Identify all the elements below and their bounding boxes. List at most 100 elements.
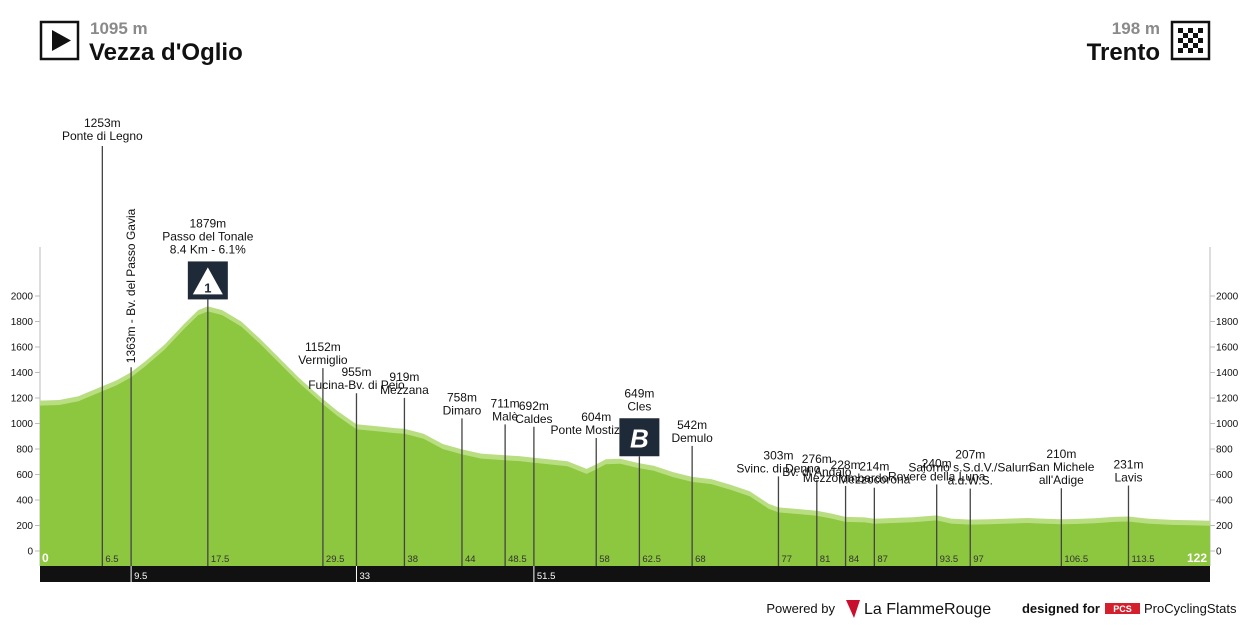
y-tick-label-right: 1200 [1216,394,1239,405]
waypoint-name: all'Adige [1039,473,1084,487]
waypoint-altitude: 1152m [305,340,341,354]
waypoint-altitude: 1253m [84,116,121,130]
waypoint-altitude: 542m [677,418,707,432]
waypoint-km-label: 29.5 [326,554,345,565]
distance-band [40,566,1210,582]
waypoint-altitude: 231m [1113,458,1143,472]
waypoint-altitude: 210m [1046,447,1076,461]
checkered-square [1188,38,1193,43]
pcs-logo: PCS [1113,604,1132,614]
y-tick-label-right: 0 [1216,547,1222,558]
y-tick-label-right: 1400 [1216,368,1239,379]
checkered-square [1178,48,1183,53]
checkered-square [1188,48,1193,53]
waypoint-km-label: 68 [695,554,706,565]
waypoint-name: Demulo [671,431,713,445]
waypoint-name: 8.4 Km - 6.1% [170,242,246,256]
checkered-flag-icon [1170,20,1211,61]
waypoint-altitude: 276m [802,452,832,466]
climb-category: 1 [204,280,211,295]
waypoint-km-band-label: 33 [359,571,370,582]
waypoint-km-label: 48.5 [508,554,526,565]
start-header: 1095 m Vezza d'Oglio [39,19,243,66]
waypoint-name: Svinc. di Denno [736,461,820,475]
y-tick-label-left: 400 [16,496,33,507]
footer: Powered by La FlammeRouge designed for P… [766,600,1237,618]
checkered-square [1178,28,1183,33]
waypoint-altitude: 692m [519,399,549,413]
y-tick-label-right: 600 [1216,470,1233,481]
waypoint-name: a.d.W.S. [948,474,993,488]
checkered-square [1183,33,1188,38]
y-tick-label-left: 600 [16,470,33,481]
waypoint-name: Vermiglio [298,353,348,367]
y-tick-label-right: 200 [1216,521,1233,532]
waypoint-km-label: 87 [877,554,888,565]
waypoint-km-label: 97 [973,554,984,565]
checkered-square [1193,43,1198,48]
checkered-square [1198,48,1203,53]
waypoint-altitude: 711m [491,396,520,410]
waypoint-name: Caldes [515,412,552,426]
play-icon [52,30,71,51]
y-tick-label-left: 1200 [11,394,34,405]
waypoint-name: Lavis [1114,471,1142,485]
waypoint-name: Mezzocorona [838,473,910,487]
waypoint-name: Ponte Mostizzolo [551,423,643,437]
y-tick-label-right: 400 [1216,496,1233,507]
powered-by-label: Powered by [766,601,835,616]
y-tick-label-left: 1600 [11,343,34,354]
waypoint-km-band-label: 9.5 [134,571,147,582]
checkered-square [1193,33,1198,38]
waypoint-altitude: 604m [581,410,611,424]
waypoint-altitude: 955m [341,365,371,379]
climb-sign-box [619,418,660,457]
waypoint-km-label: 113.5 [1131,554,1154,565]
waypoint-altitude: 214m [859,460,889,474]
y-tick-label-right: 1800 [1216,317,1239,328]
waypoint-km-label: 38 [407,554,418,565]
profile-area [40,311,1210,566]
waypoint-km-label: 58 [599,554,610,565]
intermediate-sprint-sign: B [630,423,649,453]
finish-altitude: 198 m [1112,19,1160,38]
y-tick-label-left: 1400 [11,368,34,379]
waypoint-name: San Michele [1028,460,1094,474]
checkered-square [1183,43,1188,48]
waypoint-altitude: 758m [447,390,477,404]
y-tick-label-right: 2000 [1216,292,1239,303]
waypoint-altitude: 207m [955,448,985,462]
waypoint-km-label: 6.5 [105,554,118,565]
waypoint-name: Ponte di Legno [62,129,143,143]
waypoint-name: Fucina-Bv. di Peio [308,378,405,392]
waypoint-km-label: 106.5 [1064,554,1088,565]
y-tick-label-left: 800 [16,445,33,456]
waypoint-km-band-label: 51.5 [537,571,556,582]
waypoint-name: Salorno s.S.d.V./Salurn [908,461,1032,475]
waypoint-name: Mezzana [380,383,429,397]
flamme-rouge-logo-icon [846,600,860,618]
waypoint-vertical-label: 1363m - Bv. del Passo Gavia [124,208,138,363]
waypoint-km-label: 17.5 [211,554,230,565]
waypoint-altitude: 240m [922,456,952,470]
waypoint-altitude: 1879m [189,216,226,230]
waypoint-km-label: 44 [465,554,476,565]
